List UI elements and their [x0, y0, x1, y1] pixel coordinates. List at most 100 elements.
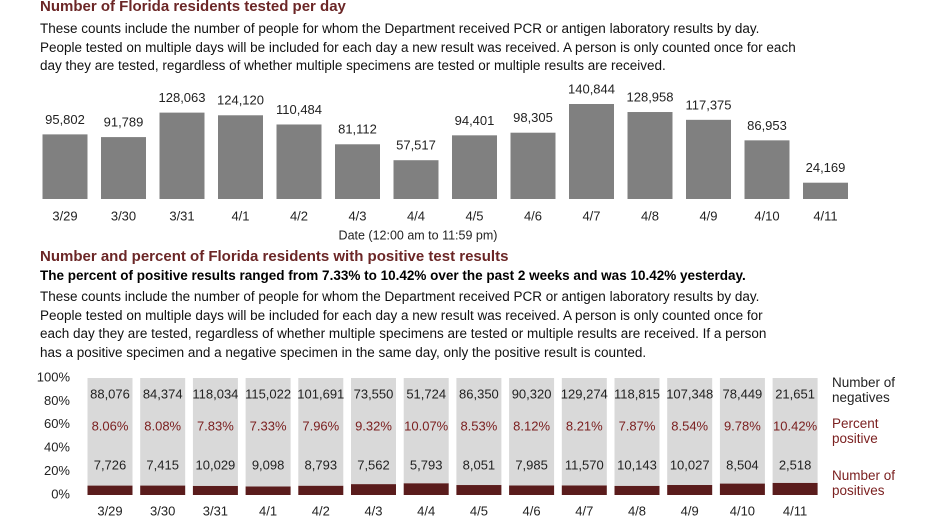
- data-label: 94,401: [455, 113, 495, 128]
- x-tick-label: 4/6: [524, 208, 542, 223]
- x-tick-label: 4/11: [813, 208, 837, 223]
- data-label: 10,143: [617, 457, 657, 472]
- bar-segment: [614, 378, 660, 486]
- legend-entry: Percent positive: [832, 416, 879, 446]
- bar-segment: [245, 378, 291, 487]
- data-label: 8.08%: [144, 418, 181, 433]
- x-tick-label: 4/8: [641, 208, 659, 223]
- data-label: 128,063: [159, 90, 206, 105]
- x-tick-label: 4/2: [312, 503, 330, 518]
- x-tick-label: 4/4: [417, 503, 435, 518]
- bar: [335, 144, 380, 199]
- x-tick-label: 3/29: [97, 503, 122, 518]
- bar: [101, 137, 146, 199]
- bar-segment: [561, 378, 607, 486]
- data-label: 9,098: [252, 457, 285, 472]
- legend-entry: Number of positives: [832, 468, 896, 498]
- bar: [218, 115, 263, 199]
- x-tick-label: 4/10: [730, 503, 755, 518]
- bar-segment: [351, 484, 396, 495]
- data-label: 10.42%: [773, 418, 818, 433]
- y-tick-label: 40%: [44, 440, 70, 455]
- data-label: 124,120: [217, 93, 264, 108]
- data-label: 128,958: [627, 89, 674, 104]
- bar: [627, 112, 673, 199]
- bar-segment: [719, 378, 765, 484]
- bar-segment: [403, 378, 449, 484]
- data-label: 7.87%: [619, 418, 656, 433]
- subtitle: The percent of positive results ranged f…: [40, 268, 746, 283]
- bar-segment: [456, 485, 502, 495]
- bar-segment: [719, 483, 765, 495]
- data-label: 107,348: [666, 386, 713, 401]
- data-label: 10.07%: [404, 418, 449, 433]
- data-label: 8,504: [726, 457, 759, 472]
- chart-title: Number and percent of Florida residents …: [40, 248, 509, 265]
- bar-segment: [667, 378, 713, 486]
- x-tick-label: 4/7: [582, 208, 600, 223]
- bar: [393, 160, 439, 199]
- data-label: 21,651: [775, 386, 815, 401]
- data-label: 101,691: [297, 386, 344, 401]
- data-label: 118,815: [614, 386, 660, 401]
- bar-segment: [667, 485, 713, 495]
- data-label: 7,415: [146, 457, 179, 472]
- data-label: 78,449: [723, 386, 763, 401]
- bar-segment: [87, 378, 133, 486]
- data-label: 7.33%: [250, 418, 287, 433]
- bar: [42, 134, 88, 199]
- data-label: 2,518: [779, 457, 812, 472]
- data-label: 8,793: [305, 457, 338, 472]
- data-label: 98,305: [513, 110, 553, 125]
- bar: [803, 182, 848, 199]
- description: These counts include the number of peopl…: [40, 21, 796, 73]
- bar-segment: [772, 378, 818, 483]
- data-label: 8.21%: [566, 418, 603, 433]
- data-label: 86,953: [747, 118, 787, 133]
- data-label: 10,029: [196, 457, 236, 472]
- x-tick-label: 4/1: [259, 503, 277, 518]
- x-tick-label: 3/31: [203, 503, 228, 518]
- data-label: 7.83%: [197, 418, 234, 433]
- bar: [686, 119, 731, 199]
- data-label: 86,350: [459, 386, 499, 401]
- data-label: 57,517: [396, 138, 436, 153]
- description: These counts include the number of peopl…: [40, 289, 767, 360]
- data-label: 7,562: [357, 457, 390, 472]
- chart-title: Number of Florida residents tested per d…: [40, 0, 346, 15]
- x-tick-label: 3/30: [150, 503, 175, 518]
- data-label: 8.53%: [460, 418, 497, 433]
- data-label: 73,550: [354, 386, 394, 401]
- bar-segment: [614, 485, 660, 495]
- data-label: 118,034: [192, 386, 238, 401]
- x-axis-label: Date (12:00 am to 11:59 pm): [339, 228, 498, 242]
- x-tick-label: 4/8: [628, 503, 646, 518]
- x-tick-label: 4/5: [465, 208, 483, 223]
- data-label: 7,985: [515, 457, 548, 472]
- y-tick-label: 80%: [44, 393, 70, 408]
- data-label: 9.32%: [355, 418, 392, 433]
- x-tick-label: 4/10: [754, 208, 779, 223]
- x-tick-label: 4/6: [523, 503, 541, 518]
- bar-segment: [298, 378, 344, 486]
- data-label: 8,051: [463, 457, 496, 472]
- data-label: 110,484: [276, 102, 322, 117]
- bar-segment: [509, 378, 555, 486]
- x-tick-label: 3/31: [169, 208, 194, 223]
- bar-segment: [298, 485, 344, 495]
- data-label: 51,724: [406, 386, 446, 401]
- bar-segment: [87, 485, 133, 495]
- data-label: 11,570: [565, 457, 604, 472]
- data-label: 81,112: [338, 122, 377, 137]
- bar-segment: [140, 378, 186, 486]
- bar-segment: [403, 483, 449, 495]
- y-tick-label: 20%: [44, 463, 70, 478]
- y-tick-label: 0%: [51, 486, 70, 501]
- bar: [159, 112, 205, 199]
- bar-segment: [772, 482, 818, 495]
- data-label: 115,022: [245, 386, 291, 401]
- bar: [744, 140, 790, 199]
- bar: [452, 135, 497, 199]
- data-label: 84,374: [143, 386, 183, 401]
